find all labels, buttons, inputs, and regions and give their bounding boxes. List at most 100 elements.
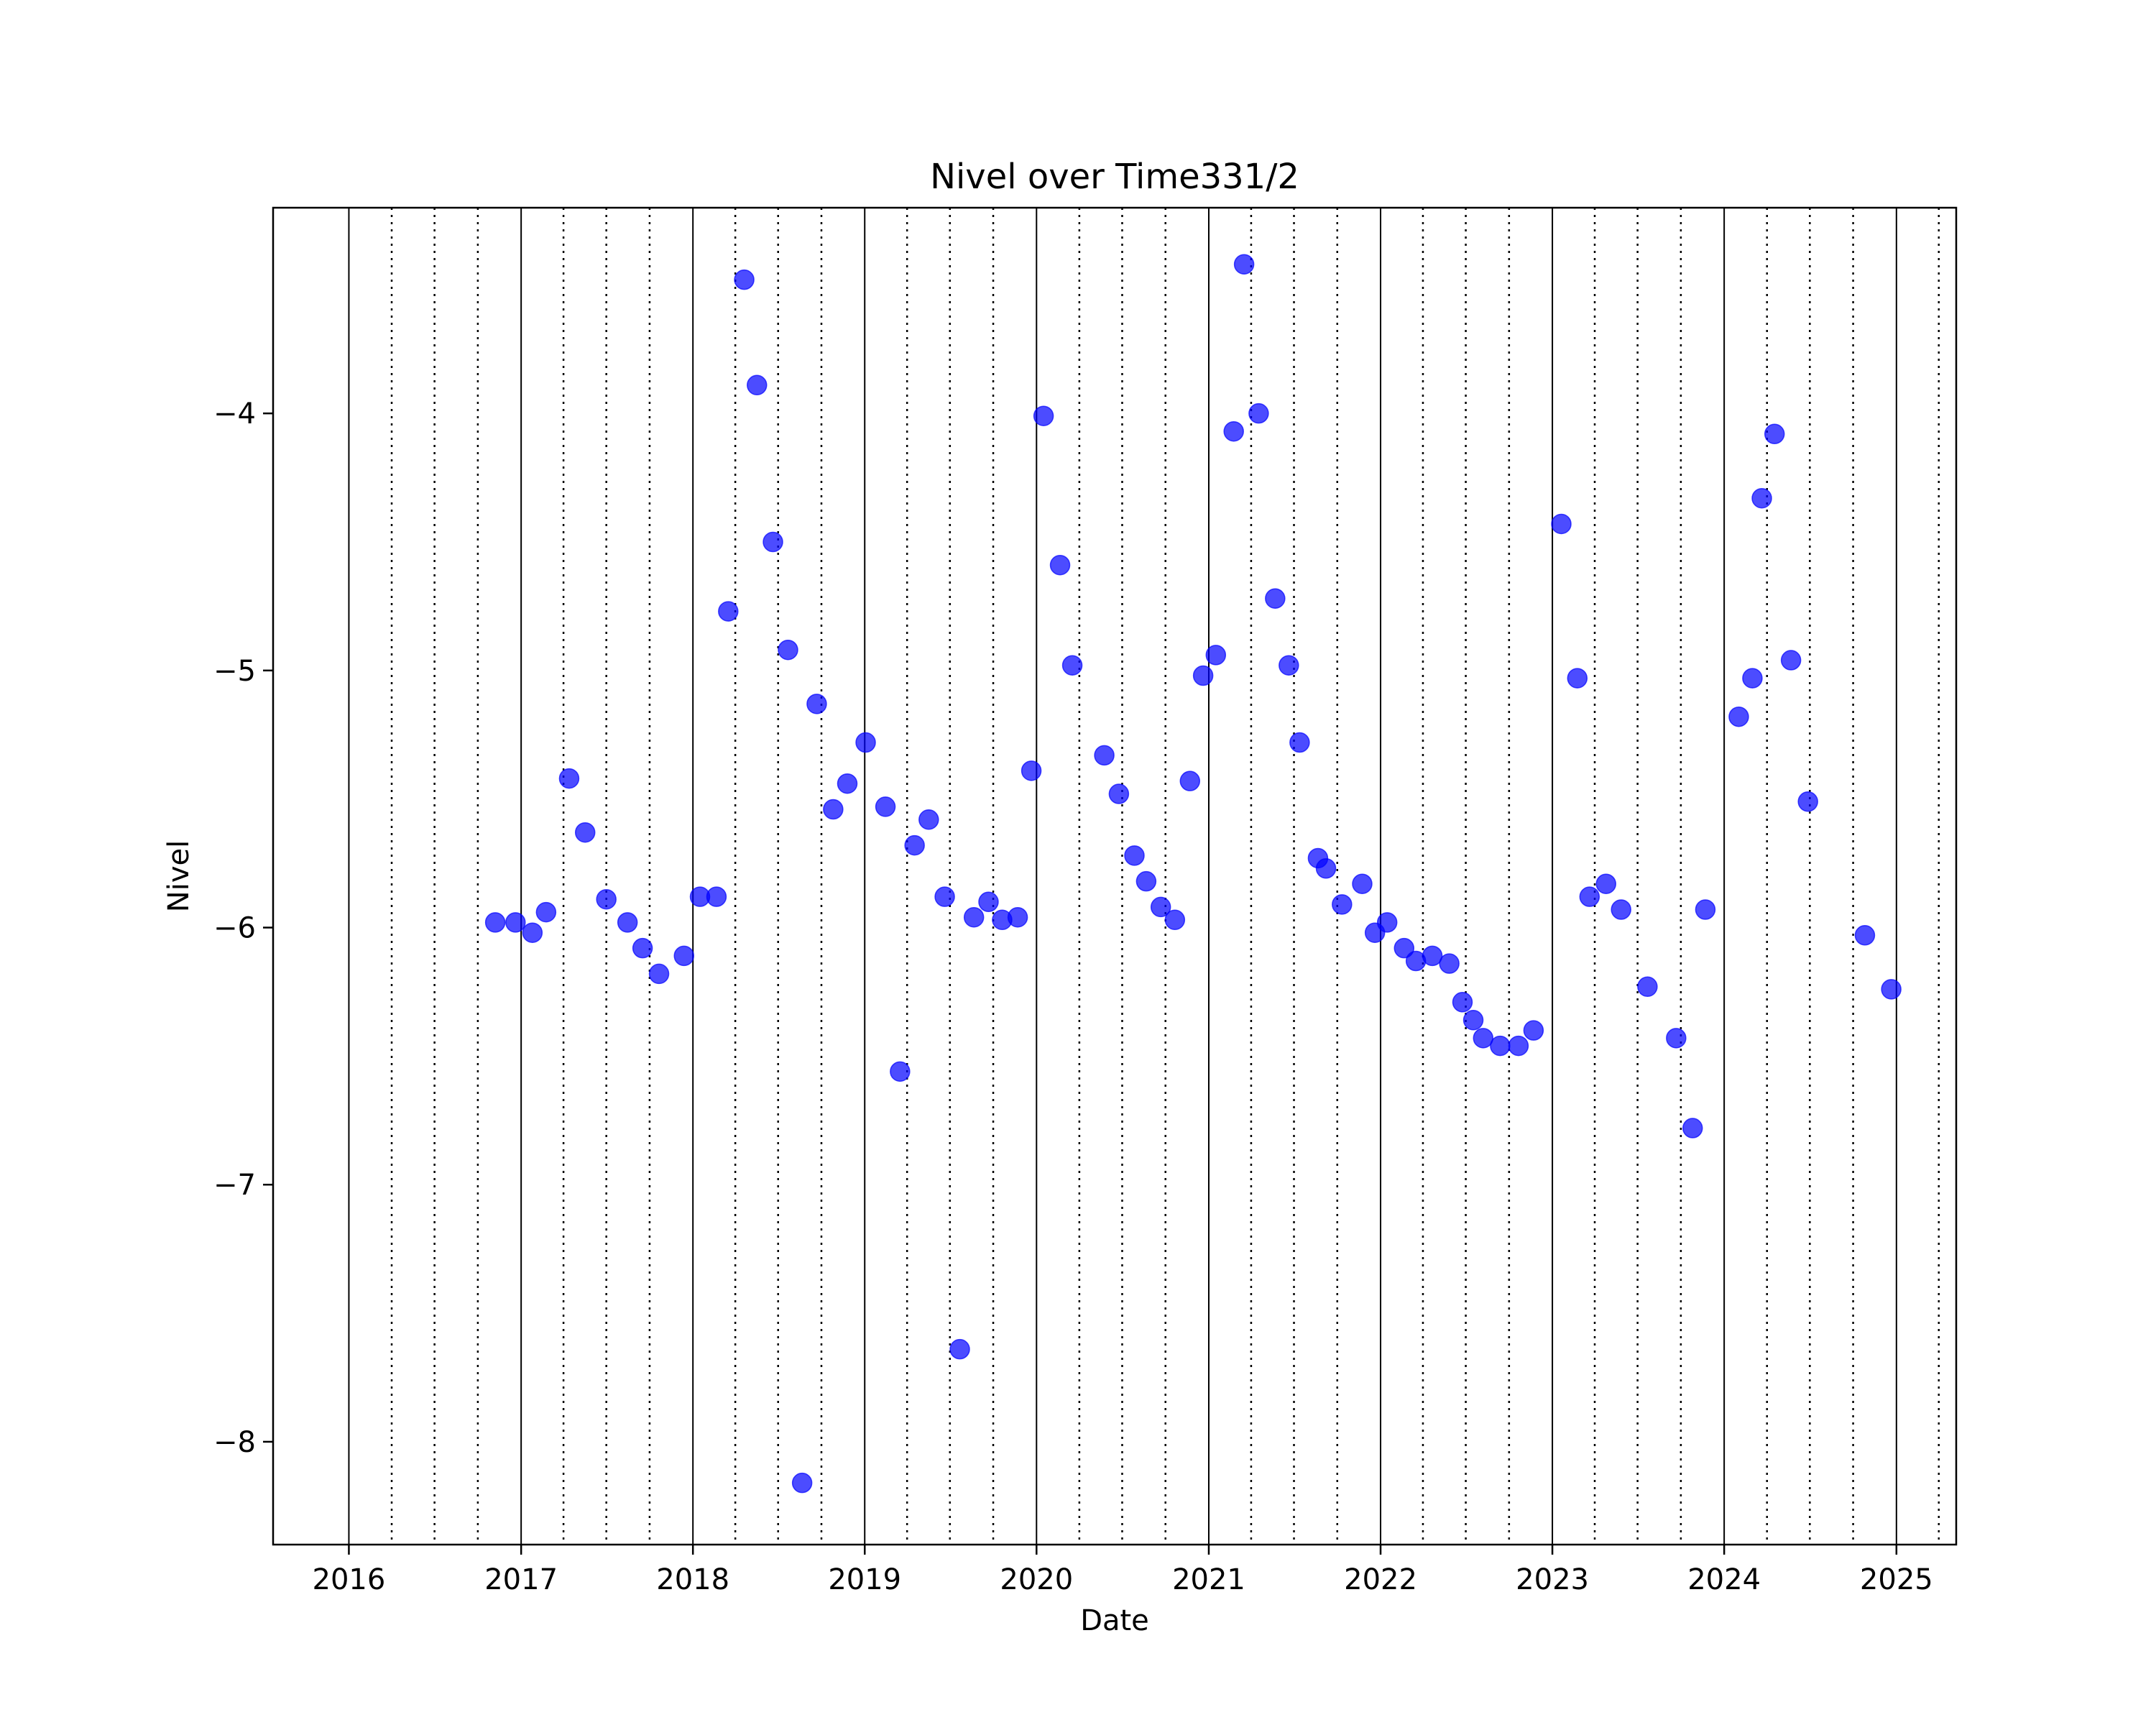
y-tick-label: −8 xyxy=(213,1426,256,1459)
data-point xyxy=(1764,423,1785,445)
grid-lines xyxy=(348,208,1940,1545)
data-point xyxy=(1124,845,1145,866)
data-point xyxy=(1780,650,1802,671)
data-point xyxy=(918,809,939,830)
data-point xyxy=(1473,1028,1494,1049)
data-point xyxy=(1462,1010,1484,1031)
data-point xyxy=(1742,668,1763,689)
data-point xyxy=(747,374,768,396)
data-point xyxy=(718,601,739,622)
data-point xyxy=(875,796,896,817)
data-point xyxy=(1666,1028,1687,1049)
data-point xyxy=(778,639,798,661)
data-point xyxy=(1728,706,1749,727)
plot-frame xyxy=(272,206,1958,1546)
data-point xyxy=(1393,937,1415,959)
data-point xyxy=(1439,953,1460,974)
data-point xyxy=(1223,420,1244,442)
x-tick-label: 2020 xyxy=(1000,1563,1073,1596)
data-point xyxy=(1033,405,1054,426)
data-point xyxy=(1192,665,1214,686)
data-point xyxy=(1490,1035,1511,1057)
y-tick-label: −5 xyxy=(213,655,256,688)
x-tick-label: 2024 xyxy=(1687,1563,1761,1596)
x-tick-label: 2016 xyxy=(313,1563,386,1596)
data-point xyxy=(617,912,638,933)
data-point xyxy=(1881,979,1902,1000)
data-point xyxy=(1007,906,1028,928)
x-tick-label: 2021 xyxy=(1172,1563,1245,1596)
data-point xyxy=(1164,909,1186,931)
data-point xyxy=(673,945,694,967)
x-tick-label: 2019 xyxy=(828,1563,901,1596)
data-point xyxy=(1523,1020,1544,1041)
data-points xyxy=(484,254,1902,1494)
data-point xyxy=(963,906,985,928)
data-point xyxy=(1108,783,1130,804)
data-point xyxy=(734,269,755,290)
data-point xyxy=(1595,873,1616,894)
data-point xyxy=(1611,899,1631,920)
data-point xyxy=(1567,668,1588,689)
data-point xyxy=(978,891,999,913)
data-point xyxy=(890,1061,911,1082)
data-point xyxy=(1150,896,1171,918)
x-axis-ticks: 2016 2017 2018 2019 2020 2021 2022 2023 2024 2025 xyxy=(313,1545,1933,1596)
data-point xyxy=(1094,745,1115,766)
data-point xyxy=(904,834,925,856)
data-point xyxy=(1061,655,1083,676)
data-point xyxy=(1279,655,1299,676)
y-axis-ticks: −4 −5 −6 −7 −8 xyxy=(213,397,273,1459)
data-point xyxy=(806,694,827,714)
x-axis-label: Date xyxy=(1080,1604,1149,1637)
data-point xyxy=(1508,1035,1529,1057)
data-point xyxy=(1695,899,1716,920)
data-point xyxy=(1376,912,1398,933)
data-point xyxy=(791,1472,813,1494)
data-point xyxy=(763,531,783,553)
data-point xyxy=(522,922,543,943)
data-point xyxy=(1422,945,1443,967)
data-point xyxy=(1233,254,1255,275)
data-point xyxy=(1854,925,1876,946)
x-tick-label: 2022 xyxy=(1344,1563,1417,1596)
data-point xyxy=(1637,976,1658,998)
data-point xyxy=(1049,554,1071,576)
data-point xyxy=(837,773,858,794)
chart-title: Nivel over Time331/2 xyxy=(930,157,1299,197)
y-tick-label: −4 xyxy=(213,397,256,431)
data-point xyxy=(934,886,955,907)
data-point xyxy=(1452,992,1473,1013)
data-point xyxy=(1352,873,1373,894)
data-point xyxy=(1682,1118,1703,1138)
x-tick-label: 2023 xyxy=(1516,1563,1589,1596)
y-tick-label: −7 xyxy=(213,1169,256,1202)
data-point xyxy=(558,768,580,789)
data-point xyxy=(1289,732,1310,753)
data-point xyxy=(823,799,844,820)
data-point xyxy=(535,901,557,923)
data-point xyxy=(505,912,526,933)
data-point xyxy=(1751,487,1772,509)
data-point xyxy=(1021,760,1042,781)
data-point xyxy=(484,912,506,933)
data-point xyxy=(1797,791,1818,812)
data-point xyxy=(1332,894,1353,915)
data-point xyxy=(1135,870,1157,892)
data-point xyxy=(1551,513,1572,535)
x-tick-label: 2017 xyxy=(484,1563,558,1596)
data-point xyxy=(574,822,596,843)
data-point xyxy=(949,1338,970,1360)
data-point xyxy=(1179,770,1201,791)
data-point xyxy=(648,963,670,985)
data-point xyxy=(1579,886,1600,907)
data-point xyxy=(1205,645,1227,666)
x-tick-label: 2018 xyxy=(656,1563,729,1596)
x-tick-label: 2025 xyxy=(1860,1563,1933,1596)
y-tick-label: −6 xyxy=(213,912,256,945)
y-axis-label: Nivel xyxy=(162,840,195,912)
data-point xyxy=(706,886,727,907)
data-point xyxy=(855,732,876,753)
